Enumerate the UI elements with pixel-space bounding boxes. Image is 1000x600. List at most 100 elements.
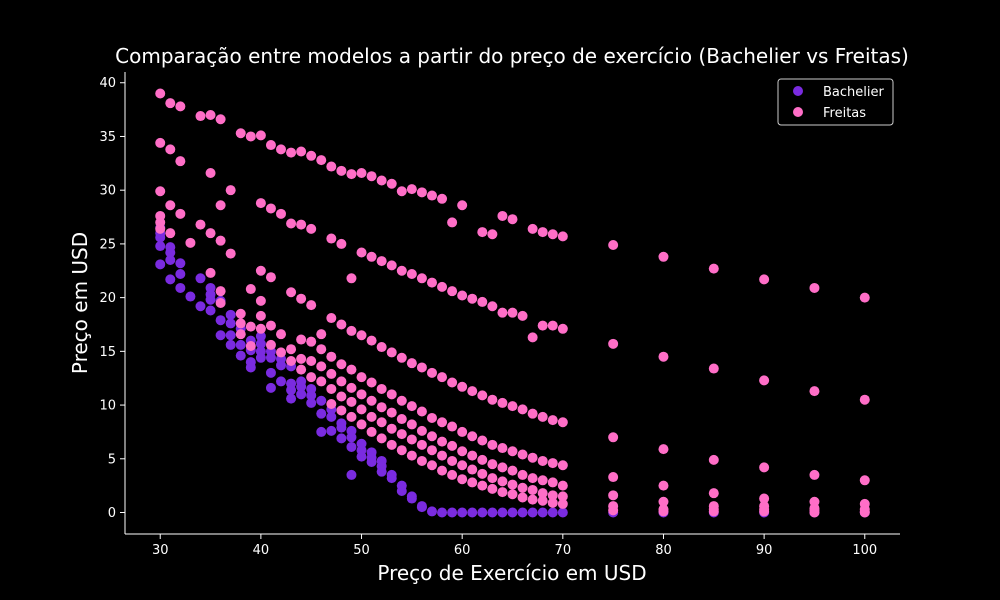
point-freitas [426,431,437,442]
point-freitas [437,193,448,204]
point-bachelier [547,507,558,518]
point-freitas [356,330,367,341]
point-freitas [447,469,458,480]
point-freitas [316,344,327,355]
point-freitas [477,296,488,307]
point-freitas [608,490,619,501]
point-freitas [346,382,357,393]
point-freitas [366,335,377,346]
point-freitas [306,336,317,347]
point-freitas [265,320,276,331]
point-freitas [326,368,337,379]
point-freitas [537,475,548,486]
point-freitas [477,435,488,446]
x-tick-label: 90 [756,543,773,558]
point-freitas [235,318,246,329]
point-bachelier [356,451,367,462]
point-freitas [537,488,548,499]
point-freitas [467,450,478,461]
point-freitas [346,325,357,336]
point-bachelier [326,411,337,422]
point-bachelier [265,352,276,363]
point-freitas [175,208,186,219]
point-freitas [557,480,568,491]
point-freitas [658,496,669,507]
point-bachelier [255,352,266,363]
point-bachelier [497,507,508,518]
point-freitas [366,251,377,262]
x-tick-label: 60 [454,543,471,558]
point-bachelier [447,507,458,518]
point-freitas [547,415,558,426]
point-freitas [477,454,488,465]
point-freitas [155,88,166,99]
point-freitas [265,140,276,151]
point-bachelier [527,507,538,518]
point-freitas [447,377,458,388]
chart-title: Comparação entre modelos a partir do pre… [115,44,909,68]
point-freitas [608,432,619,443]
x-tick-label: 100 [852,543,877,558]
x-tick-label: 50 [353,543,370,558]
point-freitas [497,210,508,221]
x-axis-label: Preço de Exercício em USD [377,561,646,585]
point-bachelier [366,457,377,468]
point-freitas [396,265,407,276]
point-freitas [517,492,528,503]
point-freitas [477,227,488,238]
x-tick-label: 40 [253,543,270,558]
point-freitas [265,339,276,350]
point-freitas [416,362,427,373]
point-freitas [527,494,538,505]
point-freitas [346,169,357,180]
point-freitas [336,165,347,176]
point-freitas [376,256,387,267]
point-freitas [537,455,548,466]
point-freitas [255,265,266,276]
point-freitas [477,390,488,401]
point-freitas [155,186,166,197]
point-freitas [416,187,427,198]
point-freitas [437,281,448,292]
point-freitas [336,376,347,387]
point-freitas [336,405,347,416]
point-bachelier [225,330,236,341]
point-bachelier [286,393,297,404]
point-freitas [708,488,719,499]
point-freitas [356,404,367,415]
point-freitas [487,459,498,470]
point-bachelier [346,432,357,443]
point-bachelier [185,291,196,302]
point-freitas [306,150,317,161]
point-freitas [396,352,407,363]
point-bachelier [195,301,206,312]
point-freitas [326,383,337,394]
y-tick-label: 10 [99,399,116,414]
point-bachelier [406,493,417,504]
point-bachelier [296,389,307,400]
point-bachelier [557,507,568,518]
point-freitas [255,310,266,321]
y-tick-label: 0 [108,506,116,521]
point-freitas [809,507,820,518]
point-bachelier [235,339,246,350]
point-freitas [537,495,548,506]
point-bachelier [346,441,357,452]
point-freitas [165,200,176,211]
point-freitas [366,171,377,182]
point-freitas [809,386,820,397]
point-bachelier [225,339,236,350]
legend-label-bachelier: Bachelier [823,85,884,100]
point-freitas [759,493,770,504]
point-freitas [416,439,427,450]
point-bachelier [265,382,276,393]
point-freitas [658,506,669,517]
point-freitas [356,389,367,400]
point-freitas [557,460,568,471]
point-freitas [235,329,246,340]
point-freitas [658,444,669,455]
point-bachelier [215,315,226,326]
point-freitas [195,111,206,122]
point-bachelier [175,268,186,279]
point-freitas [326,313,337,324]
